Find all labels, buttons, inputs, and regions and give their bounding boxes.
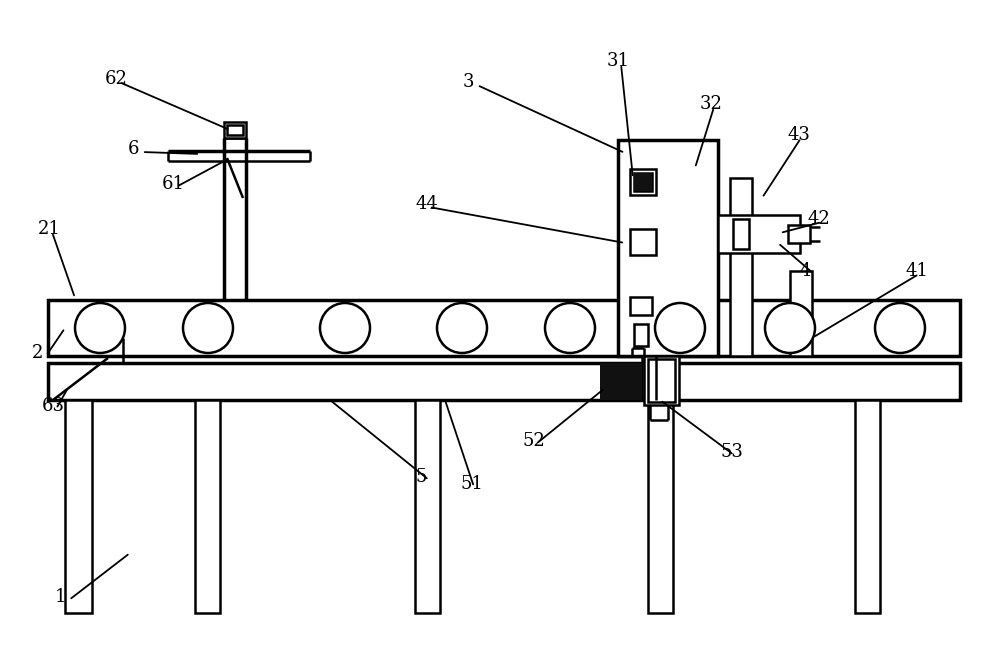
Bar (415, 400, 440, 613)
Text: 43: 43 (787, 126, 810, 144)
Bar (648, 400, 673, 613)
Text: 42: 42 (808, 210, 831, 228)
Text: 3: 3 (463, 73, 475, 91)
Bar (48, 363, 960, 400)
Bar (224, 122, 246, 138)
Text: 53: 53 (720, 443, 743, 461)
Text: 4: 4 (800, 262, 811, 280)
Circle shape (655, 303, 705, 353)
Circle shape (875, 303, 925, 353)
Bar (730, 178, 752, 356)
Text: 44: 44 (415, 195, 438, 213)
Bar (630, 229, 656, 255)
Bar (788, 225, 810, 243)
Bar (65, 400, 92, 613)
Bar (630, 297, 652, 315)
Bar (634, 173, 652, 191)
Text: 5: 5 (415, 468, 426, 486)
Bar (644, 356, 679, 405)
Text: 51: 51 (460, 475, 483, 493)
Bar (718, 215, 800, 253)
Bar (790, 271, 812, 356)
Text: 41: 41 (905, 262, 928, 280)
Bar (648, 359, 675, 402)
Text: 21: 21 (38, 220, 61, 238)
Text: 6: 6 (128, 140, 140, 158)
Bar (48, 300, 960, 356)
Bar (855, 400, 880, 613)
Bar (618, 140, 718, 356)
Bar (195, 400, 220, 613)
Circle shape (765, 303, 815, 353)
Text: 61: 61 (162, 175, 185, 193)
Text: 31: 31 (607, 52, 630, 70)
Text: 63: 63 (42, 397, 65, 415)
Bar (630, 169, 656, 195)
Text: 32: 32 (700, 95, 723, 113)
Circle shape (183, 303, 233, 353)
Text: 1: 1 (55, 588, 67, 606)
Bar (634, 324, 648, 346)
Text: 62: 62 (105, 70, 128, 88)
Circle shape (545, 303, 595, 353)
Circle shape (320, 303, 370, 353)
Text: 2: 2 (32, 344, 43, 362)
Bar (600, 363, 642, 400)
Text: 52: 52 (522, 432, 545, 450)
Bar (634, 173, 652, 191)
Bar (733, 219, 749, 249)
Circle shape (437, 303, 487, 353)
Bar (227, 125, 243, 135)
Circle shape (75, 303, 125, 353)
